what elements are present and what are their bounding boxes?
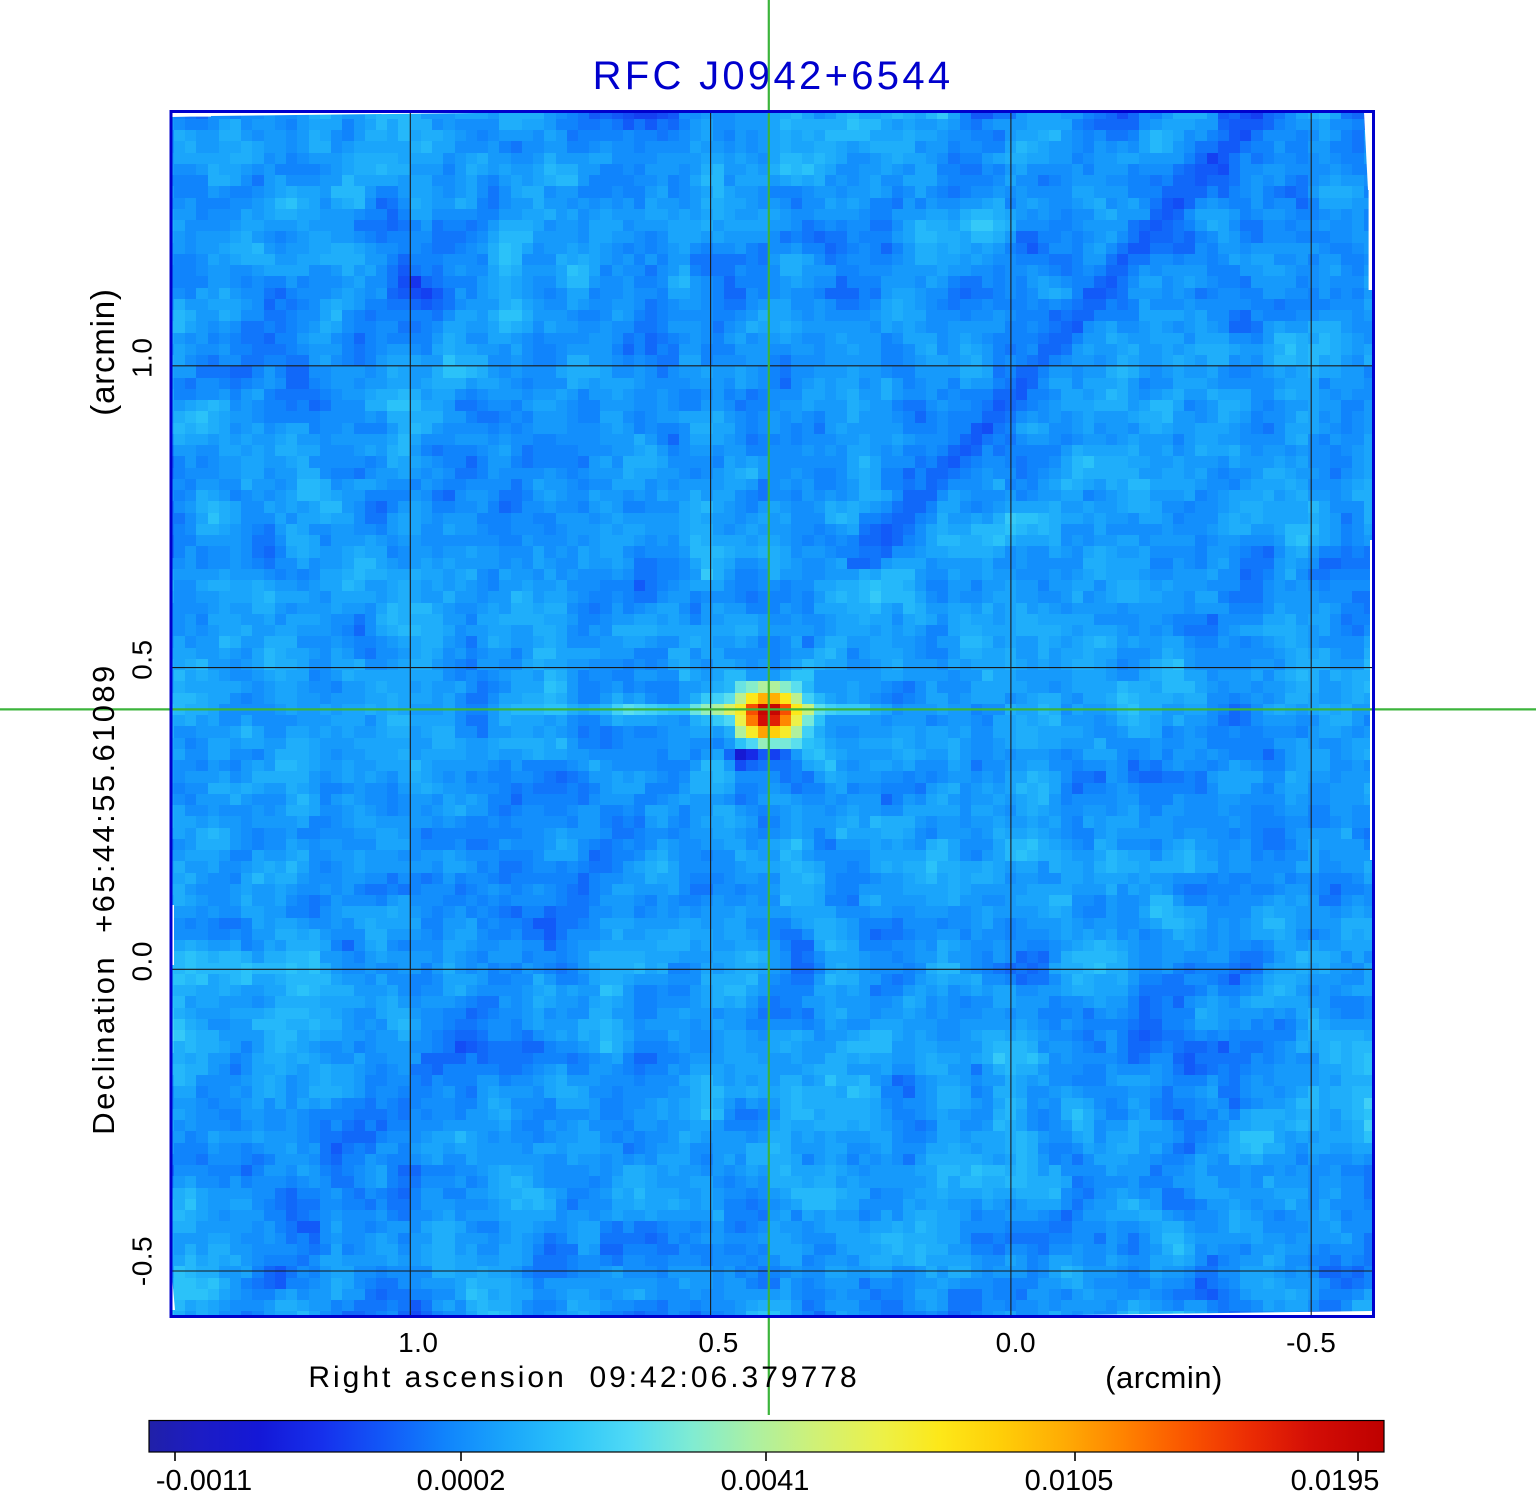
svg-text:1.0: 1.0 (127, 338, 158, 378)
svg-text:0.0105: 0.0105 (1025, 1465, 1114, 1497)
svg-text:(arcmin): (arcmin) (84, 288, 121, 415)
svg-text:0.5: 0.5 (127, 639, 158, 679)
svg-text:0.0195: 0.0195 (1291, 1465, 1380, 1497)
svg-text:-0.5: -0.5 (1286, 1327, 1336, 1358)
svg-text:Declination +65:44:55.61089: Declination +65:44:55.61089 (86, 663, 121, 1134)
svg-text:0.0002: 0.0002 (417, 1465, 506, 1497)
svg-text:0.0: 0.0 (127, 941, 158, 981)
svg-text:RFC J0942+6544: RFC J0942+6544 (593, 54, 954, 98)
svg-text:(arcmin): (arcmin) (1105, 1360, 1223, 1395)
svg-text:0.5: 0.5 (698, 1327, 738, 1358)
svg-text:-0.5: -0.5 (127, 1236, 158, 1286)
svg-text:0.0041: 0.0041 (721, 1465, 810, 1497)
svg-text:Right ascension 09:42:06.3797: Right ascension 09:42:06.379778 (308, 1361, 859, 1394)
svg-text:0.0: 0.0 (996, 1327, 1036, 1358)
svg-text:-0.0011: -0.0011 (156, 1465, 252, 1497)
svg-text:1.0: 1.0 (398, 1327, 438, 1358)
